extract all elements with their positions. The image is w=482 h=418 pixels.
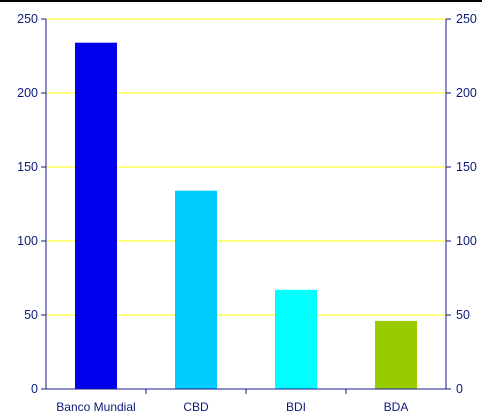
right-y-tick-label: 250 [456,12,477,26]
left-y-tick-label: 250 [17,12,38,26]
bar [175,190,217,389]
left-y-tick-label: 0 [31,382,38,396]
x-category-label: Banco Mundial [56,400,135,414]
right-y-tick-label: 150 [456,160,477,174]
x-category-label: BDA [384,400,409,414]
bar [375,320,417,389]
left-y-tick-labels: 0 50 100 150 200 250 [17,12,38,396]
left-y-tick-label: 200 [17,86,38,100]
right-y-tick-label: 200 [456,86,477,100]
axes [41,18,451,394]
x-category-label: BDI [286,400,306,414]
bar [275,289,317,389]
right-y-tick-label: 0 [456,382,463,396]
left-y-tick-label: 150 [17,160,38,174]
bars [75,42,417,390]
bar [75,42,117,390]
left-y-tick-label: 100 [17,234,38,248]
x-category-labels: Banco Mundial CBD BDI BDA [56,400,408,414]
x-category-label: CBD [183,400,209,414]
right-y-tick-labels: 0 50 100 150 200 250 [456,12,477,396]
right-y-tick-label: 100 [456,234,477,248]
left-y-tick-label: 50 [24,308,38,322]
right-y-tick-label: 50 [456,308,470,322]
